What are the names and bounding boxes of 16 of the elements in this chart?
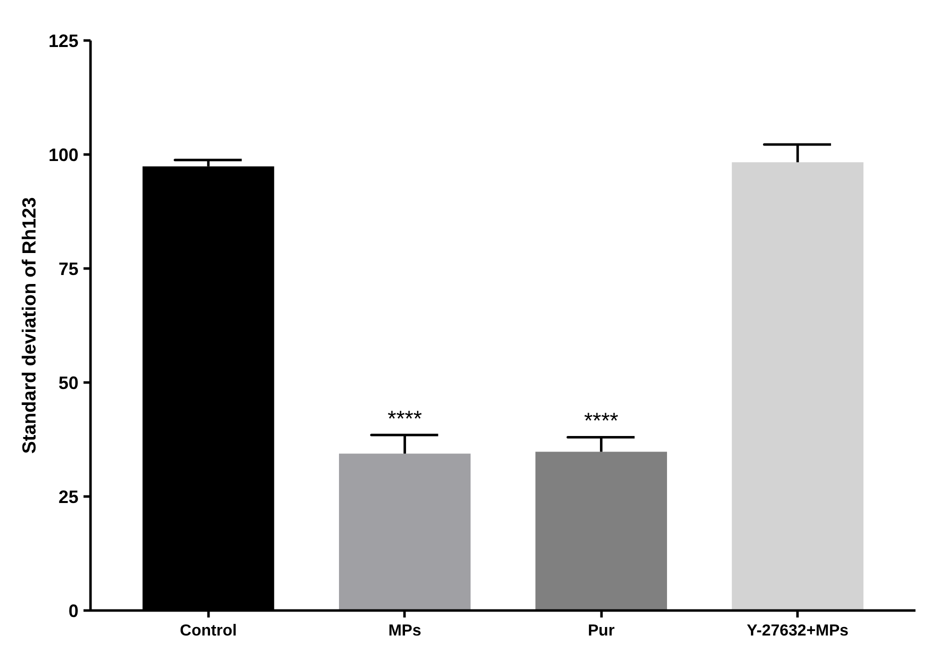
bar	[338, 454, 471, 610]
bar	[535, 452, 668, 610]
x-tick-label: MPs	[388, 622, 422, 640]
y-tick-label: 125	[48, 31, 79, 51]
y-tick-label: 100	[48, 145, 79, 165]
bar	[732, 162, 864, 610]
y-tick-label: 75	[58, 259, 79, 279]
data-label: ****	[388, 406, 422, 431]
data-label: ****	[584, 408, 619, 434]
y-tick-label: 50	[58, 373, 79, 393]
x-tick-label: Pur	[588, 622, 615, 640]
y-axis-title: Standard deviation of Rh123	[19, 197, 40, 454]
y-tick-label: 25	[58, 487, 79, 507]
y-tick-label: 0	[68, 601, 79, 621]
x-tick-label: Y-27632+MPs	[746, 622, 849, 640]
x-tick-label: Control	[180, 622, 237, 640]
